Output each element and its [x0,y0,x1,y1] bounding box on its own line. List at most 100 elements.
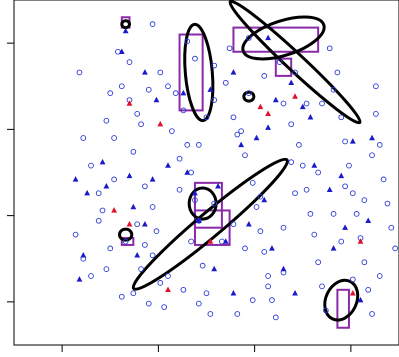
data-point-circle [230,221,237,228]
data-point-circle [238,128,245,134]
data-point-circle [296,142,302,148]
data-points [72,21,399,321]
data-point-circle [330,211,337,217]
data-point-circle [76,69,83,76]
data-point-blue-triangle [307,114,314,120]
data-point-blue-triangle [84,189,91,196]
data-point-circle [373,83,379,90]
data-point-circle [107,245,114,252]
data-point-circle [257,228,264,235]
data-point-circle [303,186,310,193]
data-point-circle [169,128,175,134]
data-point-blue-triangle [126,172,133,179]
data-point-blue-triangle [311,162,318,168]
data-point-circle [361,259,368,266]
confidence-ellipses [117,0,362,322]
data-point-circle [80,135,87,141]
data-point-circle [195,300,202,307]
data-point-circle [303,100,310,107]
data-point-blue-triangle [365,217,372,223]
data-point-circle [292,190,298,197]
data-point-blue-triangle [215,183,221,189]
data-point-blue-triangle [76,276,83,282]
data-point-blue-triangle [369,134,375,141]
data-point-blue-triangle [299,103,306,110]
data-point-circle [230,114,237,121]
data-point-red-triangle [349,289,356,296]
data-point-blue-triangle [165,162,171,168]
data-point-blue-triangle [230,69,237,75]
data-point-blue-triangle [118,48,125,54]
data-point-blue-triangle [149,176,156,182]
data-point-red-triangle [265,110,271,117]
data-point-circle [176,155,183,162]
data-point-blue-triangle [72,176,79,182]
data-point-circle [280,100,287,107]
data-point-blue-triangle [80,252,87,258]
data-point-circle [145,86,152,93]
data-point-circle [315,259,322,266]
data-point-circle [226,45,233,52]
data-point-circle [95,217,102,224]
data-point-blue-triangle [349,138,356,144]
data-point-circle [361,197,368,203]
data-point-circle [149,21,156,28]
data-point-blue-triangle [222,238,229,244]
data-point-circle [118,293,125,300]
data-point-circle [292,69,298,76]
data-point-blue-triangle [261,196,268,203]
bounding-rectangle [193,209,231,246]
data-point-circle [330,86,337,93]
data-point-circle [369,152,375,159]
data-point-circle [157,280,164,286]
confidence-ellipse [242,90,256,103]
data-point-red-triangle [207,238,214,244]
data-point-circle [326,45,333,52]
data-point-circle [265,273,271,279]
data-point-circle [176,186,183,193]
data-point-blue-triangle [288,79,295,85]
data-point-circle [203,114,210,121]
data-point-circle [338,114,345,121]
data-point-circle [180,286,187,293]
data-point-circle [307,211,314,217]
data-point-circle [288,159,295,166]
data-point-circle [149,252,156,259]
data-point-circle [346,162,352,169]
data-point-blue-triangle [330,245,337,251]
data-point-circle [99,207,106,214]
data-point-blue-triangle [122,27,129,34]
data-point-blue-triangle [103,183,110,189]
data-point-circle [334,69,341,76]
data-point-circle [188,238,194,245]
confidence-ellipse [187,186,218,221]
data-point-circle [130,290,137,297]
data-point-circle [369,311,375,317]
data-point-circle [299,162,306,169]
data-point-blue-triangle [99,158,106,165]
data-point-circle [107,90,114,97]
data-point-circle [319,283,325,290]
data-point-circle [253,204,260,210]
data-point-blue-triangle [342,224,348,230]
data-point-circle [195,142,202,148]
data-point-blue-triangle [292,289,298,296]
data-point-circle [207,311,214,317]
data-point-circle [184,142,191,148]
data-point-circle [311,231,318,238]
data-point-circle [234,131,241,138]
data-point-circle [165,273,171,279]
confidence-ellipse [131,157,289,291]
data-point-circle [88,162,94,169]
data-point-circle [280,224,287,231]
data-point-blue-triangle [338,172,345,179]
data-point-blue-triangle [211,265,218,272]
data-point-circle [199,262,206,269]
data-point-circle [145,300,152,307]
confidence-ellipse [228,0,362,125]
data-point-blue-triangle [134,252,141,258]
confidence-ellipse [117,227,134,242]
data-point-circle [319,100,325,107]
data-point-circle [342,183,348,190]
data-point-blue-triangle [238,141,245,148]
